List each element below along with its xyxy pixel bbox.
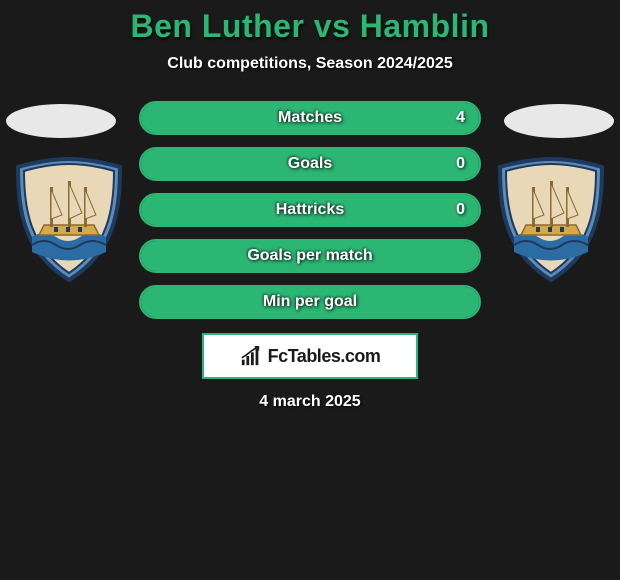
stat-bar-goals: Goals 0 bbox=[139, 147, 481, 181]
crest-icon bbox=[496, 157, 606, 282]
stat-bar-hattricks: Hattricks 0 bbox=[139, 193, 481, 227]
stat-label: Goals bbox=[288, 155, 332, 173]
crest-icon bbox=[14, 157, 124, 282]
comparison-card: Ben Luther vs Hamblin Club competitions,… bbox=[0, 0, 620, 580]
stat-label: Goals per match bbox=[247, 247, 372, 265]
footer-date: 4 march 2025 bbox=[259, 393, 360, 411]
stats-area: Matches 4 Goals 0 Hattricks 0 Goals per … bbox=[0, 101, 620, 411]
stat-bar-goals-per-match: Goals per match bbox=[139, 239, 481, 273]
chart-up-icon bbox=[240, 345, 262, 367]
page-subtitle: Club competitions, Season 2024/2025 bbox=[167, 55, 452, 73]
stat-bar-matches: Matches 4 bbox=[139, 101, 481, 135]
player-right-base-ellipse bbox=[504, 104, 614, 138]
stat-label: Matches bbox=[278, 109, 342, 127]
branding-text: FcTables.com bbox=[268, 346, 381, 367]
stat-label: Min per goal bbox=[263, 293, 357, 311]
stat-value: 0 bbox=[456, 201, 465, 219]
branding-box[interactable]: FcTables.com bbox=[202, 333, 418, 379]
stat-value: 0 bbox=[456, 155, 465, 173]
club-crest-left bbox=[14, 157, 124, 282]
stat-bars: Matches 4 Goals 0 Hattricks 0 Goals per … bbox=[139, 101, 481, 319]
player-left-base-ellipse bbox=[6, 104, 116, 138]
stat-bar-min-per-goal: Min per goal bbox=[139, 285, 481, 319]
page-title: Ben Luther vs Hamblin bbox=[131, 8, 490, 45]
club-crest-right bbox=[496, 157, 606, 282]
stat-value: 4 bbox=[456, 109, 465, 127]
stat-label: Hattricks bbox=[276, 201, 344, 219]
